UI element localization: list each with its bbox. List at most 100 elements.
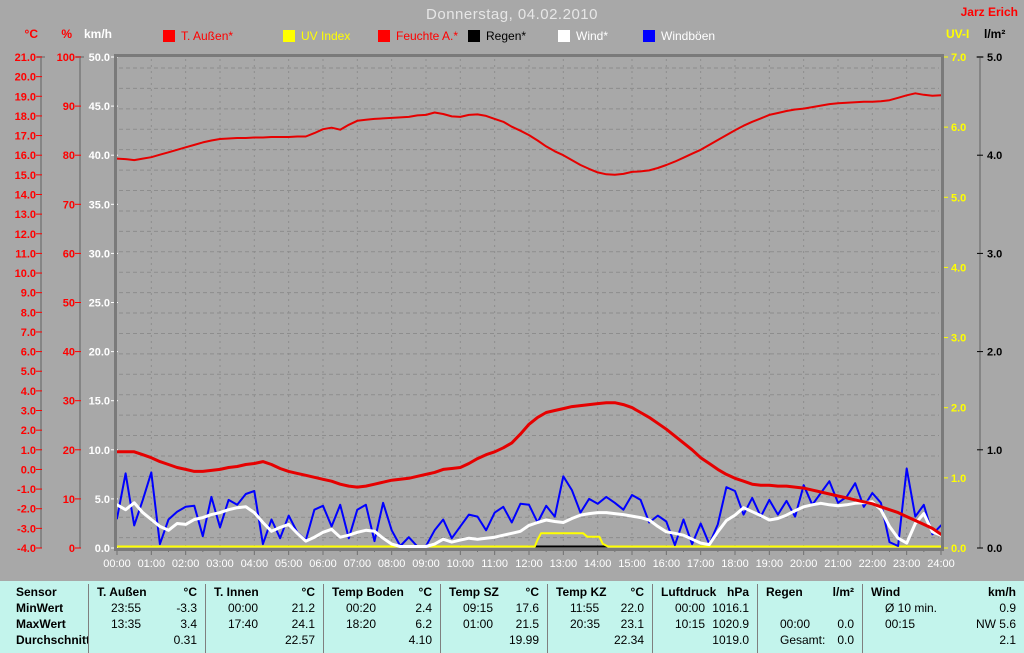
minwert-time: 00:20	[346, 601, 377, 615]
x-tick-label: 16:00	[653, 558, 681, 570]
minwert-time: 11:55	[570, 601, 600, 615]
summary-table: Sensor MinWert MaxWert Durchschnitt T. Außen…	[0, 581, 1024, 653]
table-header-row: Regen l/m²	[758, 584, 862, 600]
x-tick-label: 22:00	[859, 558, 887, 570]
axis-tick-label: 16.0	[15, 150, 36, 162]
axis-tick-label: 7.0	[951, 52, 966, 64]
minwert-time: 23:55	[111, 601, 142, 615]
axis-tick-label: 0.0	[95, 543, 110, 555]
minwert-value: 2.4	[415, 601, 432, 615]
durchschnitt-time	[332, 632, 346, 648]
minwert-time: 00:00	[228, 601, 259, 615]
axis-unit-uvi: UV-I	[946, 27, 970, 41]
legend-label: Wind*	[576, 29, 609, 43]
axis-tick-label: 80	[63, 150, 75, 162]
sensor-unit: l/m²	[832, 585, 854, 599]
axis-tick-label: 0.0	[951, 543, 966, 555]
table-minwert-row	[758, 600, 862, 616]
maxwert-value: 3.4	[180, 617, 197, 631]
durchschnitt-value: 0.31	[173, 633, 197, 647]
legend-swatch-icon	[378, 30, 390, 42]
axis-tick-label: -3.0	[17, 523, 36, 535]
table-maxwert-row: 01:00 21.5	[441, 616, 547, 632]
maxwert-time: 20:35	[570, 617, 601, 631]
table-row-label-row: MinWert	[0, 600, 88, 616]
x-tick-label: 17:00	[687, 558, 715, 570]
axis-tick-label: 1.0	[987, 445, 1002, 457]
maxwert-value: 0.0	[837, 617, 854, 631]
legend-swatch-icon	[283, 30, 295, 42]
axis-tick-label: 4.0	[951, 262, 966, 274]
x-tick-label: 19:00	[756, 558, 784, 570]
axis-tick-label: 19.0	[15, 91, 36, 103]
legend-swatch-icon	[468, 30, 480, 42]
minwert-time	[766, 600, 780, 616]
table-column-temp-kz: Temp KZ °C 11:55 22.0 20:35 23.1 22.34	[547, 584, 652, 653]
table-minwert-row: 00:20 2.4	[324, 600, 440, 616]
durchschnitt-time	[871, 632, 885, 648]
x-tick-label: 14:00	[584, 558, 612, 570]
table-column-regen: Regen l/m² 00:00 0.0 Gesamt: 0.0	[757, 584, 862, 653]
axis-tick-label: 10.0	[15, 268, 36, 280]
axis-tick-label: 20.0	[15, 72, 36, 84]
durchschnitt-value: 19.99	[508, 633, 539, 647]
axis-unit-celsius: °C	[24, 27, 38, 41]
x-tick-label: 00:00	[103, 558, 131, 570]
x-tick-label: 13:00	[550, 558, 578, 570]
maxwert-time: 00:00	[780, 617, 811, 631]
minwert-value: 21.2	[291, 601, 315, 615]
durchschnitt-time: Gesamt:	[780, 633, 826, 647]
axis-tick-label: 50	[63, 298, 75, 310]
durchschnitt-value: 1019.0	[712, 633, 749, 647]
maxwert-value: 6.2	[415, 617, 432, 631]
axis-tick-label: 12.0	[15, 229, 36, 241]
legend-item-1: T. Außen*	[163, 29, 233, 43]
durchschnitt-value: 22.34	[613, 633, 644, 647]
durchschnitt-time	[449, 632, 463, 648]
axis-tick-label: 90	[63, 101, 75, 113]
axis-unit-lm2: l/m²	[984, 27, 1006, 41]
table-minwert-row: 23:55 -3.3	[89, 600, 205, 616]
axis-tick-label: 5.0	[987, 52, 1002, 64]
legend-label: Windböen	[661, 29, 716, 43]
axis-tick-label: 7.0	[21, 327, 36, 339]
x-tick-label: 10:00	[447, 558, 475, 570]
axis-tick-label: 5.0	[951, 192, 966, 204]
x-tick-label: 07:00	[344, 558, 372, 570]
table-row-label-row: Sensor	[0, 584, 88, 600]
maxwert-value: 23.1	[620, 617, 644, 631]
x-tick-label: 15:00	[618, 558, 646, 570]
row-label: MinWert	[16, 601, 64, 615]
maxwert-value: 1020.9	[712, 617, 749, 631]
maxwert-value: 21.5	[515, 617, 539, 631]
table-durchschnitt-row: 2.1	[863, 632, 1024, 648]
axis-tick-label: 30.0	[89, 248, 110, 260]
table-header-row: Luftdruck hPa	[653, 584, 757, 600]
table-row-label-row: MaxWert	[0, 616, 88, 632]
user-name: Jarz Erich	[960, 5, 1018, 19]
legend-item-5: Wind*	[558, 29, 608, 43]
legend-swatch-icon	[163, 30, 175, 42]
axis-tick-label: 3.0	[951, 333, 966, 345]
maxwert-time: 17:40	[228, 617, 259, 631]
row-label: Durchschnitt	[16, 633, 88, 647]
axis-tick-label: 20	[63, 445, 75, 457]
axis-tick-label: 6.0	[951, 122, 966, 134]
chart-canvas: -4.0 -3.0 -2.0 -1.0 0.0 1.0 2.0 3.0 4.0 5.0 6.0 7.0…	[15, 52, 1003, 570]
sensor-name: Wind	[871, 585, 901, 599]
table-maxwert-row: 10:15 1020.9	[653, 616, 757, 632]
x-tick-label: 23:00	[893, 558, 921, 570]
table-minwert-row: 00:00 1016.1	[653, 600, 757, 616]
sensor-unit: °C	[630, 585, 644, 599]
sensor-name: Temp SZ	[449, 585, 499, 599]
x-tick-label: 18:00	[721, 558, 749, 570]
axis-tick-label: 8.0	[21, 307, 36, 319]
axis-tick-label: 1.0	[951, 473, 966, 485]
durchschnitt-value: 0.0	[837, 633, 854, 647]
legend-swatch-icon	[558, 30, 570, 42]
maxwert-time: 13:35	[111, 617, 142, 631]
table-durchschnitt-row: Gesamt: 0.0	[758, 632, 862, 648]
x-tick-label: 21:00	[824, 558, 852, 570]
table-column-wind: Wind km/h Ø 10 min. 0.9 00:15 NW 5.6 2.1	[862, 584, 1024, 653]
maxwert-value: 24.1	[291, 617, 315, 631]
